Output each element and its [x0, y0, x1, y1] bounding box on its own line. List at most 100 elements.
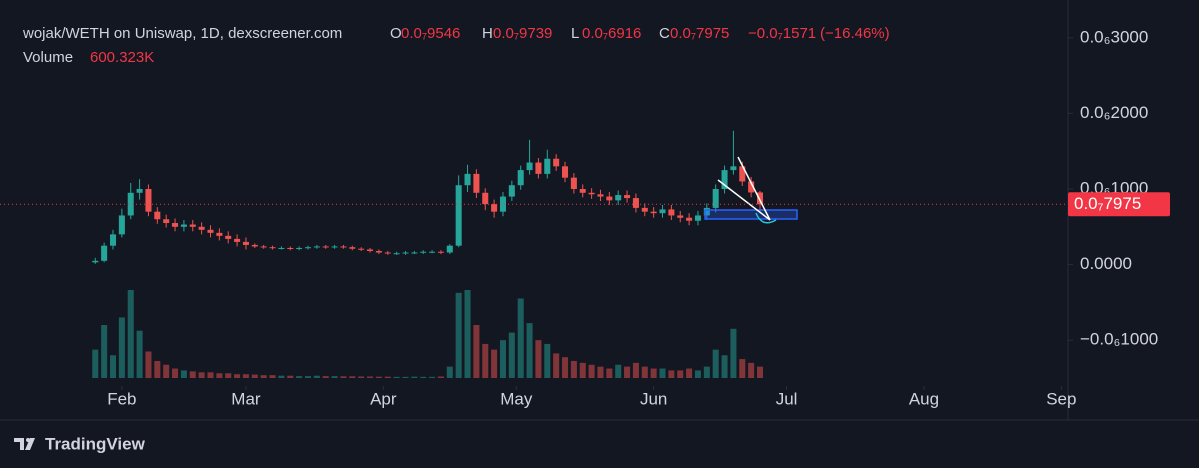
candle-body	[553, 158, 560, 167]
candle-body	[402, 252, 409, 254]
volume-bar	[172, 368, 179, 378]
brand-logo	[14, 438, 35, 450]
volume-bar	[189, 371, 196, 378]
volume-bar	[668, 370, 675, 378]
brand: TradingView	[45, 434, 146, 453]
volume-bar	[615, 364, 622, 378]
volume-value: 600.323K	[90, 49, 154, 66]
volume-bar	[340, 376, 347, 378]
candle-body	[172, 223, 179, 227]
y-tick-label: 0.0₆3000	[1080, 27, 1148, 46]
candle-body	[756, 192, 764, 205]
volume-bar	[659, 368, 666, 378]
candle-body	[154, 211, 161, 220]
volume-pane	[92, 290, 764, 378]
candle-body	[437, 251, 444, 253]
volume-bar	[349, 376, 356, 378]
volume-bar	[304, 376, 312, 378]
candle-body	[296, 247, 303, 249]
volume-bar	[588, 364, 595, 378]
ohlc-key: C	[659, 25, 670, 42]
volume-bar	[393, 376, 400, 378]
volume-bar	[225, 373, 232, 378]
volume-bar	[739, 359, 746, 378]
candle-body	[349, 247, 356, 249]
x-tick-label: Mar	[231, 389, 261, 408]
ohlc-value: 0.0₇7975	[670, 25, 729, 42]
candle-body	[429, 251, 436, 253]
volume-bar	[367, 376, 374, 378]
candle-body	[393, 253, 400, 255]
change: −0.0₇1571	[748, 25, 816, 42]
volume-bar	[526, 323, 533, 378]
volume-bar	[437, 376, 444, 378]
candle-body	[287, 247, 294, 249]
logo-dot	[26, 438, 30, 442]
volume-bar	[402, 376, 409, 378]
candle-body	[499, 196, 506, 212]
ohlc-key: L	[571, 25, 579, 42]
candle-body	[668, 209, 675, 216]
candle-body	[615, 195, 622, 201]
volume-bar	[260, 375, 267, 378]
volume-bar	[570, 360, 577, 378]
candle-body	[570, 177, 577, 189]
volume-bar	[455, 292, 462, 378]
candle-body	[446, 245, 453, 253]
candle-body	[535, 162, 542, 174]
volume-bar	[278, 375, 285, 378]
volume-bar	[92, 349, 99, 378]
ohlc-key: H	[482, 25, 493, 42]
candle-body	[686, 217, 693, 221]
candle-body	[579, 189, 586, 193]
volume-bar	[242, 374, 249, 378]
candle-body	[189, 224, 196, 227]
volume-bar	[535, 340, 542, 378]
logo-mark	[14, 438, 35, 450]
candle-body	[375, 250, 382, 253]
candle-body	[198, 226, 205, 230]
candle-body	[491, 204, 498, 212]
volume-bar	[216, 373, 223, 378]
candle-body	[109, 234, 117, 246]
last-price-tag	[1068, 192, 1170, 217]
candle-body	[260, 246, 267, 248]
y-tick-label: 0.0000	[1080, 254, 1132, 273]
volume-bar	[756, 366, 764, 378]
trend-line	[717, 179, 771, 221]
volume-bar	[163, 364, 170, 378]
candle-body	[322, 246, 329, 248]
candle-body	[163, 219, 170, 224]
arc-drawing	[755, 212, 777, 224]
axes: 0.0₆30000.0₆20000.0₆10000.0000−0.0₆1000F…	[0, 27, 1170, 408]
volume-bar	[482, 343, 489, 378]
volume-bar	[136, 330, 143, 378]
volume-bar	[331, 376, 338, 378]
volume-bar	[464, 290, 471, 378]
candle-body	[703, 207, 710, 216]
candle-body	[562, 166, 569, 178]
candle-body	[384, 252, 391, 254]
volume-bar	[712, 349, 719, 378]
candle-body	[455, 185, 462, 246]
candle-body	[597, 194, 604, 197]
candle-body	[677, 215, 684, 218]
volume-bar	[624, 366, 631, 378]
candle-body	[464, 173, 471, 186]
candle-body	[588, 192, 595, 195]
volume-bar	[491, 349, 498, 378]
volume-bar	[677, 370, 684, 378]
volume-bar	[118, 317, 125, 378]
candle-body	[216, 232, 223, 236]
candle-body	[234, 238, 241, 242]
candle-body	[544, 158, 551, 174]
last-price-label: 0.0₇7975	[1074, 194, 1141, 213]
candles	[92, 130, 764, 264]
volume-bar	[313, 375, 320, 378]
candle-body	[730, 166, 737, 171]
ohlc-value: 0.0₇6916	[582, 25, 641, 42]
volume-bar	[198, 372, 205, 378]
volume-bar	[517, 298, 524, 378]
ohlc-legend: O 0.0₇9546 H 0.0₇9739 L 0.0₇6916 C 0.0₇7975	[390, 25, 729, 42]
x-tick-label: Jul	[776, 389, 798, 408]
